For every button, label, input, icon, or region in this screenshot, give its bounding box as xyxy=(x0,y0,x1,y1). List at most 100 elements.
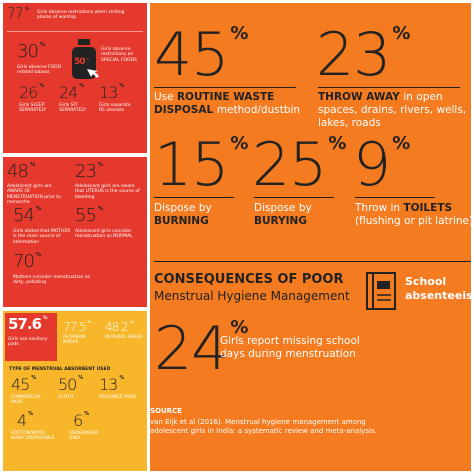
divider xyxy=(154,87,296,88)
divider xyxy=(154,197,234,198)
stat-unit: % xyxy=(86,57,90,61)
stat-label: IN RURAL AREAS xyxy=(105,335,143,340)
stat-label: Girls use sanitary pads xyxy=(8,337,48,348)
stat-unit: % xyxy=(29,162,36,168)
stat-number: 6 xyxy=(73,411,83,430)
stat-unit: % xyxy=(392,23,410,44)
stat: 48.2% xyxy=(105,320,133,333)
stat: 24% xyxy=(59,83,84,102)
stat-number: 54 xyxy=(13,205,35,226)
notebook-icon xyxy=(366,272,396,310)
jar-icon xyxy=(72,39,99,79)
stat-number: 48 xyxy=(7,161,29,182)
stat-caption: Use ROUTINE WASTE DISPOSAL method/dustbin xyxy=(154,91,304,117)
stat: 4% xyxy=(17,411,33,430)
stat-number: 23 xyxy=(316,20,391,90)
stat-unit: % xyxy=(39,84,44,89)
section-heading: TYPE OF MENSTRUAL ABSORBENT USED xyxy=(9,367,111,372)
stat-label: UNDERWEAR ONLY xyxy=(69,431,99,442)
stat-label: Girls observe restrictions on SPECIAL FO… xyxy=(101,47,137,63)
stat-label: COMMERCIAL PADS xyxy=(11,395,42,406)
stat-unit: % xyxy=(119,376,124,381)
stat-number: 9 xyxy=(353,130,391,200)
stat-unit: % xyxy=(392,133,410,154)
stat: 23% xyxy=(316,23,410,86)
stat-unit: % xyxy=(31,376,36,381)
stat-number: 70 xyxy=(13,251,35,272)
caption-bold: BURNING xyxy=(154,215,209,228)
stat-unit: % xyxy=(24,6,29,11)
stat-unit: % xyxy=(35,206,42,212)
stat: 24% xyxy=(154,319,248,380)
caption-bold: BURYING xyxy=(254,215,307,228)
stat-unit: % xyxy=(84,412,89,417)
caption-text: in open spaces, drains, rivers, wells, l… xyxy=(318,91,467,130)
panel-disposal: 45% Use ROUTINE WASTE DISPOSAL method/dust… xyxy=(150,3,471,471)
stat-number: 77.5 xyxy=(63,320,87,334)
stat-caption: Girls report missing school days during … xyxy=(220,335,360,361)
stat-label: Girls separate RE utensils xyxy=(99,103,131,114)
panel-absorbents: 57.6% Girls use sanitary pads 77.5% IN U… xyxy=(3,311,147,471)
stat-number: 26 xyxy=(19,83,38,102)
stat: 13% xyxy=(99,83,124,102)
stat: 48% xyxy=(7,161,36,182)
stat: 55% xyxy=(75,206,104,225)
stat-caption: Dispose by BURYING xyxy=(254,202,334,228)
stat-number: 30 xyxy=(17,41,39,62)
caption-text: Throw in xyxy=(355,202,401,214)
stat-label: Mothers consider menstruation as dirty, … xyxy=(13,275,90,286)
stat-unit: % xyxy=(43,316,47,321)
stat-unit: % xyxy=(28,412,33,417)
divider xyxy=(318,87,460,88)
stat-label: Girls SLEEP SEPARATELY xyxy=(19,103,47,114)
section-subheading: Menstrual Hygiene Management xyxy=(154,289,350,303)
divider xyxy=(254,197,334,198)
highlight-box xyxy=(5,313,57,361)
caption-bold: THROW AWAY xyxy=(318,91,400,103)
caption-bold: TOILETS xyxy=(403,202,453,214)
source-text: van Eijk et al (2016). Menstrual hygiene… xyxy=(150,418,377,436)
stat-unit: % xyxy=(78,376,83,381)
stat: 50% xyxy=(58,375,83,394)
stat-label: Adolescent girls consider menstruation a… xyxy=(75,229,133,240)
stat-unit: % xyxy=(230,23,248,44)
stat: 6% xyxy=(73,411,89,430)
stat-label: COTTON/WOOL WASH DISPOSABLE xyxy=(11,431,55,442)
stat-number: 25 xyxy=(252,130,327,200)
stat-unit: % xyxy=(39,42,46,48)
stat-label: Adolescent girls are AWARE OF MENSTRUATI… xyxy=(7,184,61,206)
stat: 70% xyxy=(13,251,41,272)
stat: 30% xyxy=(17,41,46,62)
stat-number: 45 xyxy=(11,375,30,394)
stat-label: Girls observe restrictions when visiting… xyxy=(37,10,125,21)
stat-label: Girls SIT SEPARATELY xyxy=(59,103,87,114)
stat: 77.5% xyxy=(63,320,91,334)
stat: 25% xyxy=(252,135,346,196)
stat-number: 24 xyxy=(154,314,229,384)
stat-number: 13 xyxy=(99,375,118,394)
stat-number: 50 xyxy=(58,375,77,394)
stat: 9% xyxy=(353,133,410,196)
caption-text: Use xyxy=(154,91,174,103)
stat-label: Girls stated that MOTHER is the main sou… xyxy=(13,229,71,245)
stat: 57.6% xyxy=(8,316,47,332)
panel-awareness: 48% Adolescent girls are AWARE OF MENSTR… xyxy=(3,157,147,307)
stat: 54% xyxy=(13,205,42,226)
panel-rituals: 77% Girls observe restrictions when visi… xyxy=(3,3,147,153)
stat-label: REUSABLE PADS xyxy=(99,395,136,400)
stat-number: 77 xyxy=(7,6,24,22)
stat-label: Adolescent girls are aware that UTERUS i… xyxy=(75,184,140,200)
stat-caption: Throw in TOILETS (flushing or pit latrine) xyxy=(355,202,471,228)
stat-label: CLOTH xyxy=(58,395,74,400)
stat-number: 24 xyxy=(59,83,78,102)
caption-text: Dispose by xyxy=(254,202,312,214)
divider xyxy=(355,197,435,198)
caption-text: Dispose by xyxy=(154,202,212,214)
stat-number: 13 xyxy=(99,83,118,102)
caption-bold: ROUTINE WASTE DISPOSAL xyxy=(154,91,275,117)
stat: 45% xyxy=(11,375,36,394)
stat-unit: % xyxy=(97,162,104,168)
stat-number: 4 xyxy=(17,411,27,430)
stat-unit: % xyxy=(97,206,104,212)
